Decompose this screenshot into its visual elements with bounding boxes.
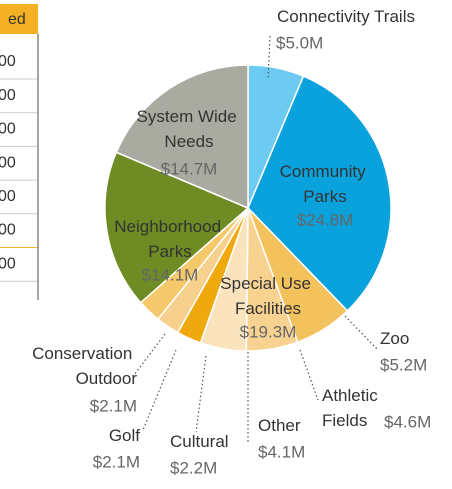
leader-line <box>299 349 319 401</box>
slice-label: Community Parks <box>280 162 371 206</box>
slice-label: Conservation Outdoor <box>32 344 137 388</box>
slice-label: Other <box>258 416 301 435</box>
pie-slice <box>247 75 392 312</box>
value-label: $14.7M <box>161 159 218 178</box>
slice-label: Neighborhood Parks <box>114 217 226 261</box>
slice-label: Cultural <box>170 432 229 451</box>
value-label: $2.1M <box>90 396 137 415</box>
leader-line <box>344 315 379 351</box>
leader-line <box>133 333 166 376</box>
value-label: $2.2M <box>170 458 217 477</box>
leader-line <box>142 349 177 431</box>
slice-label: Golf <box>109 426 140 445</box>
value-label: $5.2M <box>380 355 427 374</box>
leader-line <box>267 35 271 81</box>
table-cell: 00 <box>0 188 16 205</box>
value-label: $4.1M <box>258 442 305 461</box>
slice-label: Connectivity Trails <box>277 7 415 26</box>
value-label: $4.6M <box>384 412 431 431</box>
slice-label: Zoo <box>380 329 409 348</box>
slice-label: Athletic Fields <box>322 386 382 430</box>
table-cell: 00 <box>0 154 16 171</box>
table-cell: 00 <box>0 222 16 239</box>
table-cell: 00 <box>0 255 16 272</box>
table-header: ed <box>8 11 26 28</box>
pie-slice <box>104 151 250 304</box>
pie-slice <box>115 64 249 210</box>
leader-line <box>195 355 207 433</box>
table-cell: 00 <box>0 53 16 70</box>
group-value: $19.3M <box>240 322 297 341</box>
table-cell: 00 <box>0 87 16 104</box>
value-label: $2.1M <box>93 452 140 471</box>
value-label: $5.0M <box>276 33 323 52</box>
value-label: $14.1M <box>142 265 199 284</box>
table-cell: 00 <box>0 121 16 138</box>
slice-label: System Wide Needs <box>137 107 242 151</box>
value-label: $24.8M <box>297 210 354 229</box>
table-header-bg <box>0 4 38 34</box>
group-label: Special Use Facilities <box>220 274 315 318</box>
